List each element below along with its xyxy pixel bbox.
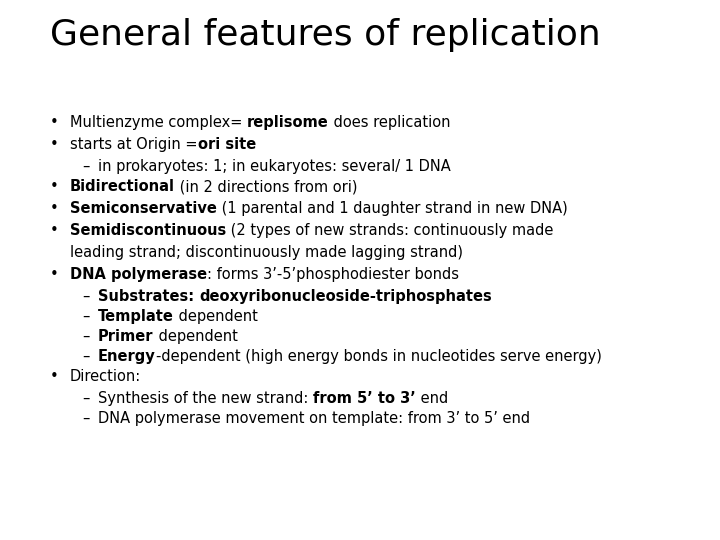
Text: dependent: dependent xyxy=(153,329,238,344)
Text: starts at Origin =: starts at Origin = xyxy=(70,137,197,152)
Text: Direction:: Direction: xyxy=(70,369,141,384)
Text: deoxyribonucleoside-triphosphates: deoxyribonucleoside-triphosphates xyxy=(199,289,492,304)
Text: DNA polymerase movement on template: from 3’ to 5’ end: DNA polymerase movement on template: fro… xyxy=(98,411,530,426)
Text: General features of replication: General features of replication xyxy=(50,18,600,52)
Text: Primer: Primer xyxy=(98,329,153,344)
Text: in prokaryotes: 1; in eukaryotes: several/ 1 DNA: in prokaryotes: 1; in eukaryotes: severa… xyxy=(98,159,451,174)
Text: •: • xyxy=(50,115,59,130)
Text: replisome: replisome xyxy=(247,115,329,130)
Text: –: – xyxy=(82,329,89,344)
Text: •: • xyxy=(50,179,59,194)
Text: •: • xyxy=(50,201,59,216)
Text: –: – xyxy=(82,411,89,426)
Text: Template: Template xyxy=(98,309,174,324)
Text: Substrates:: Substrates: xyxy=(98,289,199,304)
Text: –: – xyxy=(82,391,89,406)
Text: Multienzyme complex=: Multienzyme complex= xyxy=(70,115,247,130)
Text: DNA polymerase: DNA polymerase xyxy=(70,267,207,282)
Text: Semiconservative: Semiconservative xyxy=(70,201,217,216)
Text: : forms 3’-5’phosphodiester bonds: : forms 3’-5’phosphodiester bonds xyxy=(207,267,459,282)
Text: –: – xyxy=(82,309,89,324)
Text: (2 types of new strands: continuously made: (2 types of new strands: continuously ma… xyxy=(226,223,554,238)
Text: Synthesis of the new strand:: Synthesis of the new strand: xyxy=(98,391,313,406)
Text: •: • xyxy=(50,369,59,384)
Text: –: – xyxy=(82,159,89,174)
Text: does replication: does replication xyxy=(329,115,450,130)
Text: •: • xyxy=(50,267,59,282)
Text: –: – xyxy=(82,289,89,304)
Text: Energy: Energy xyxy=(98,349,156,364)
Text: •: • xyxy=(50,137,59,152)
Text: from 5’ to 3’: from 5’ to 3’ xyxy=(313,391,415,406)
Text: •: • xyxy=(50,223,59,238)
Text: Bidirectional: Bidirectional xyxy=(70,179,175,194)
Text: (1 parental and 1 daughter strand in new DNA): (1 parental and 1 daughter strand in new… xyxy=(217,201,567,216)
Text: end: end xyxy=(415,391,448,406)
Text: dependent: dependent xyxy=(174,309,258,324)
Text: leading strand; discontinuously made lagging strand): leading strand; discontinuously made lag… xyxy=(70,245,463,260)
Text: ori site: ori site xyxy=(197,137,256,152)
Text: –: – xyxy=(82,349,89,364)
Text: Semidiscontinuous: Semidiscontinuous xyxy=(70,223,226,238)
Text: (in 2 directions from ori): (in 2 directions from ori) xyxy=(175,179,358,194)
Text: -dependent (high energy bonds in nucleotides serve energy): -dependent (high energy bonds in nucleot… xyxy=(156,349,602,364)
